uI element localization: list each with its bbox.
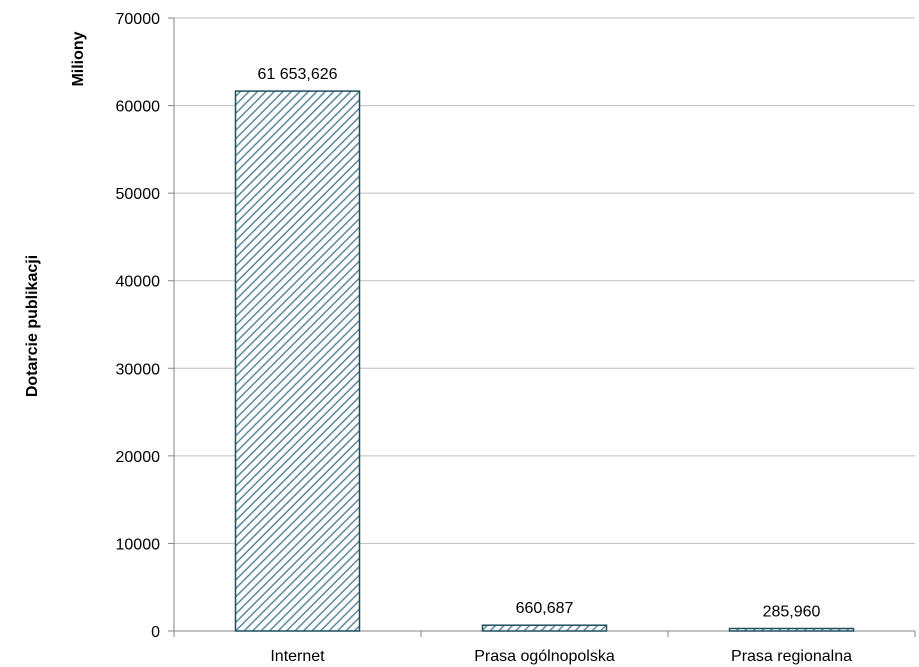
bar [234, 90, 361, 632]
bar [481, 624, 608, 632]
data-label: 61 653,626 [257, 66, 337, 83]
x-category-label: Prasa regionalna [731, 648, 852, 665]
y-tick-label: 60000 [116, 99, 161, 116]
y-tick-label: 10000 [116, 536, 161, 553]
y-tick-label: 70000 [116, 11, 161, 28]
y-tick-label: 50000 [116, 186, 161, 203]
y-tick-label: 30000 [116, 361, 161, 378]
x-category-label: Prasa ogólnopolska [474, 648, 615, 665]
data-label: 285,960 [763, 603, 821, 620]
y-axis-title: Dotarcie publikacji [24, 255, 41, 397]
bars [234, 90, 855, 632]
y-tick-label: 40000 [116, 274, 161, 291]
bar [728, 627, 855, 632]
y-tick-label: 0 [151, 624, 160, 641]
x-category-label: Internet [270, 648, 325, 665]
data-label: 660,687 [516, 600, 574, 617]
y-axis-unit-label: Miliony [70, 31, 87, 86]
y-tick-label: 20000 [116, 449, 161, 466]
labels: 0 10000 20000 30000 40000 50000 60000 70000 61 6… [116, 11, 853, 665]
